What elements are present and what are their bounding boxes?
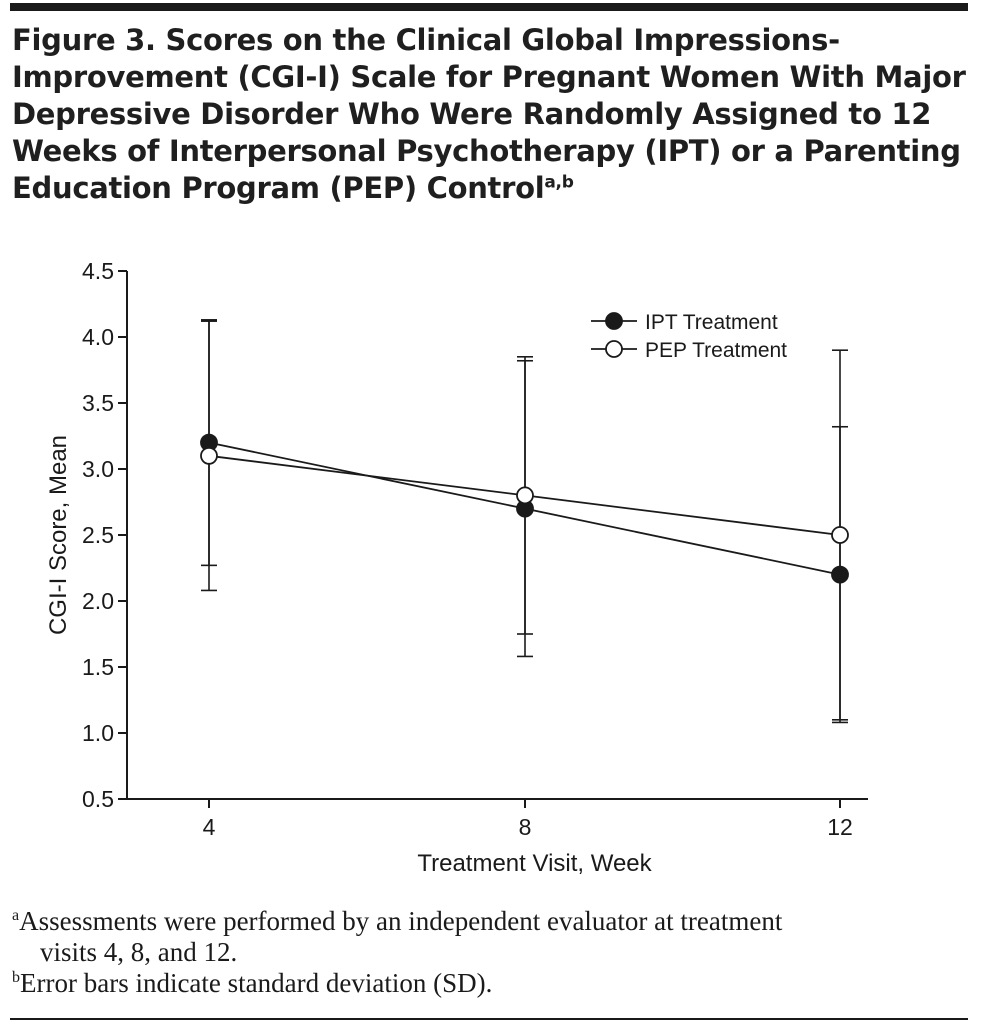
data-point (831, 526, 849, 544)
bottom-rule (10, 1018, 968, 1020)
footnote-a-mark: a (12, 907, 20, 924)
legend-label: PEP Treatment (645, 339, 787, 362)
x-tick-label: 8 (519, 814, 532, 840)
y-tick-label: 4.0 (82, 324, 114, 350)
top-rule (10, 3, 968, 11)
data-point (831, 565, 849, 584)
footnote-a: aAssessments were performed by an indepe… (12, 906, 967, 937)
y-tick-label: 2.5 (82, 522, 114, 548)
x-tick-label: 12 (827, 814, 853, 840)
data-point (200, 446, 218, 465)
figure-title: Figure 3. Scores on the Clinical Global … (12, 22, 967, 207)
y-tick-label: 1.0 (82, 720, 114, 746)
footnote-b-text: Error bars indicate standard deviation (… (20, 968, 493, 998)
legend: IPT Treatment PEP Treatment (591, 311, 787, 362)
footnote-a-continuation: visits 4, 8, and 12. (40, 937, 238, 967)
data-point (516, 486, 534, 505)
legend-marker (605, 340, 623, 358)
y-tick-label: 1.5 (82, 654, 114, 680)
footnotes: aAssessments were performed by an indepe… (12, 906, 967, 999)
y-tick-label: 4.5 (82, 258, 114, 284)
figure-title-footnote-marks: a,b (544, 172, 574, 193)
y-axis-ticks: 0.5 1.0 1.5 2.0 2.5 3.0 3.5 4.0 4.5 (82, 258, 127, 812)
x-axis-ticks: 4 8 12 (203, 799, 853, 840)
x-axis-label: Treatment Visit, Week (417, 850, 652, 877)
y-axis-label: CGI-I Score, Mean (45, 435, 72, 635)
legend-label: IPT Treatment (645, 311, 778, 334)
footnote-a-text: Assessments were performed by an indepen… (19, 906, 783, 936)
x-tick-label: 4 (203, 814, 216, 840)
footnote-b-mark: b (12, 969, 20, 986)
y-tick-label: 2.0 (82, 588, 114, 614)
y-tick-label: 3.5 (82, 390, 114, 416)
y-tick-label: 0.5 (82, 786, 114, 812)
legend-marker (605, 312, 623, 330)
y-tick-label: 3.0 (82, 456, 114, 482)
series-points (200, 433, 849, 584)
chart: 0.5 1.0 1.5 2.0 2.5 3.0 3.5 4.0 4.5 4 8 12 CGI-I S… (45, 258, 868, 877)
error-bars (201, 319, 848, 724)
figure-title-text: Figure 3. Scores on the Clinical Global … (12, 23, 966, 205)
footnote-b: bError bars indicate standard deviation … (12, 968, 967, 999)
